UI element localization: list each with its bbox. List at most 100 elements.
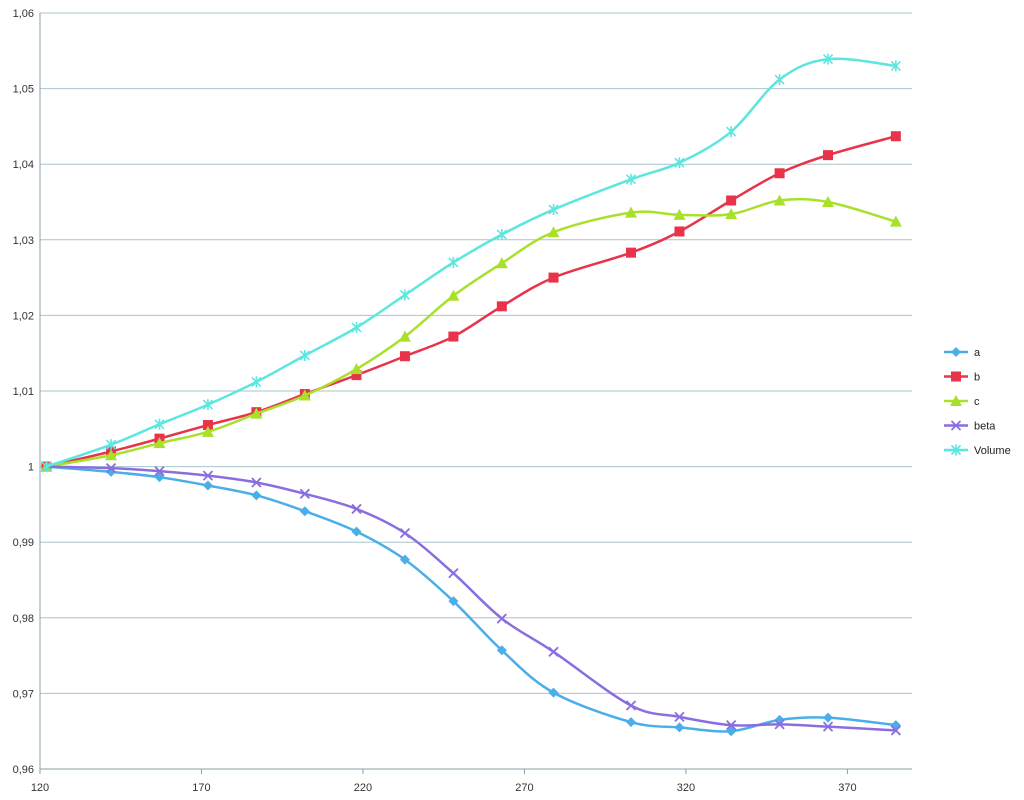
data-point-c <box>773 194 786 206</box>
y-tick-label: 1,04 <box>13 159 34 171</box>
data-point-a <box>299 506 310 517</box>
legend-label: beta <box>974 421 996 433</box>
data-point-b <box>202 420 213 431</box>
data-point-c <box>725 208 738 220</box>
legend-item-b: b <box>944 371 980 384</box>
data-point-c <box>625 206 638 218</box>
data-point-a <box>448 596 459 607</box>
y-tick-label: 0,96 <box>13 764 34 776</box>
data-point-a <box>399 554 410 565</box>
data-point-beta <box>448 568 459 579</box>
x-tick-label: 120 <box>31 782 49 794</box>
data-point-c <box>495 257 508 269</box>
data-point-beta <box>154 465 165 477</box>
axes <box>39 13 912 770</box>
data-point-volume <box>822 53 834 65</box>
data-point-volume <box>251 376 262 388</box>
series-beta <box>41 461 901 736</box>
data-point-beta <box>251 477 262 488</box>
data-point-b <box>890 131 901 142</box>
y-tick-label: 0,99 <box>13 537 34 549</box>
series-line-volume <box>46 57 896 468</box>
y-tick-label: 1,06 <box>13 8 34 20</box>
series-c <box>40 194 902 472</box>
data-point-b <box>351 370 362 381</box>
data-point-a <box>351 526 362 537</box>
y-tick-label: 0,97 <box>13 688 34 700</box>
x-tick-label: 270 <box>515 782 533 794</box>
legend-item-volume: Volume <box>944 444 1011 457</box>
data-point-volume <box>41 461 52 473</box>
legend-marker <box>950 395 962 406</box>
data-point-b <box>448 331 459 342</box>
data-point-c <box>250 407 263 419</box>
data-point-beta <box>726 720 737 731</box>
data-point-volume <box>399 289 411 301</box>
data-point-c <box>398 330 411 342</box>
legend-item-c: c <box>944 395 980 408</box>
data-point-c <box>547 226 560 238</box>
data-point-beta <box>822 721 834 732</box>
data-point-a <box>626 717 637 728</box>
data-point-b <box>726 195 737 206</box>
data-point-volume <box>496 229 507 241</box>
x-tick-label: 320 <box>677 782 695 794</box>
series-line-c <box>46 197 897 468</box>
data-point-volume <box>448 256 459 268</box>
data-point-volume <box>625 173 637 185</box>
data-point-b <box>548 272 559 283</box>
x-tick-label: 370 <box>838 782 856 794</box>
data-point-volume <box>548 204 559 216</box>
data-point-beta <box>351 503 362 515</box>
data-point-b <box>626 247 637 258</box>
data-point-volume <box>890 60 901 72</box>
data-point-c <box>298 389 311 401</box>
y-tick-label: 1,02 <box>13 310 34 322</box>
legend-label: c <box>974 396 980 408</box>
data-point-beta <box>548 646 559 657</box>
series-line-a <box>46 465 896 733</box>
data-point-c <box>105 449 118 461</box>
data-point-a <box>496 645 507 656</box>
data-point-c <box>673 208 686 220</box>
grid-lines <box>40 12 912 770</box>
data-point-beta <box>496 613 507 624</box>
data-point-c <box>822 196 835 207</box>
data-point-volume <box>674 157 685 169</box>
series-volume <box>41 53 901 473</box>
data-point-a <box>202 480 213 491</box>
data-point-b <box>496 301 507 312</box>
x-tick-label: 220 <box>354 782 372 794</box>
legend-item-a: a <box>944 347 981 359</box>
data-point-beta <box>202 470 214 481</box>
legend-marker <box>950 420 962 431</box>
y-tick-label: 1,01 <box>13 386 34 398</box>
data-point-b <box>674 226 685 237</box>
series-group <box>40 53 902 737</box>
data-point-c <box>447 289 460 301</box>
data-point-beta <box>674 711 685 722</box>
data-point-volume <box>202 399 214 411</box>
data-point-a <box>823 712 834 723</box>
legend-label: b <box>974 372 980 384</box>
data-point-a <box>548 687 559 698</box>
data-point-volume <box>154 418 165 430</box>
y-tick-label: 1 <box>28 462 34 474</box>
legend-marker <box>951 347 961 357</box>
legend-marker <box>951 371 961 382</box>
data-point-b <box>774 168 785 179</box>
data-point-volume <box>726 126 737 138</box>
legend-item-beta: beta <box>944 420 996 433</box>
series-a <box>41 461 901 737</box>
y-tick-label: 1,03 <box>13 235 34 247</box>
data-point-beta <box>299 488 310 499</box>
data-point-c <box>889 215 902 227</box>
legend-label: a <box>974 347 981 359</box>
data-point-c <box>153 437 166 449</box>
data-point-volume <box>299 349 310 361</box>
data-point-c <box>350 363 363 375</box>
x-tick-label: 170 <box>192 782 210 794</box>
series-line-b <box>46 135 897 468</box>
x-axis-tick-labels: 120 170 220 270 320 370 <box>31 769 857 794</box>
